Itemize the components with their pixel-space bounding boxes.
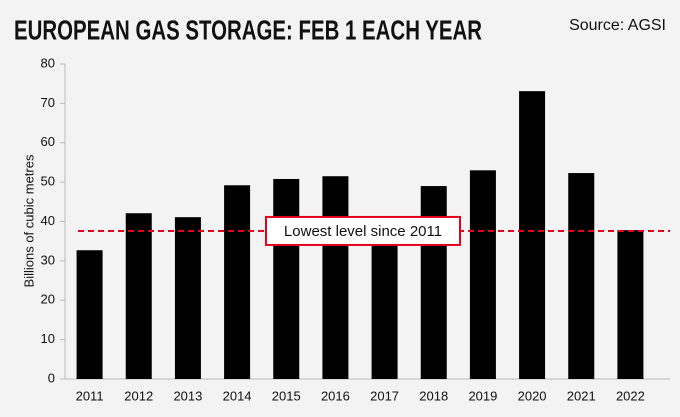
x-tick-label: 2013 (173, 388, 202, 403)
bar (273, 178, 300, 379)
bar (174, 217, 201, 379)
source: Source: AGSI (569, 17, 666, 34)
x-tick-label: 2019 (468, 388, 497, 403)
bar (420, 186, 447, 379)
x-tick-label: 2014 (223, 388, 252, 403)
y-tick-label: 40 (41, 213, 55, 228)
annotation-box (265, 215, 461, 246)
bar (617, 230, 644, 379)
y-tick-label: 70 (41, 95, 55, 110)
bar (519, 91, 546, 379)
x-tick-label: 2017 (370, 388, 399, 403)
x-tick-label: 2015 (272, 388, 301, 403)
x-tick-label: 2022 (616, 388, 645, 403)
y-tick-label: 60 (41, 134, 55, 149)
bar (224, 185, 251, 379)
x-tick-label: 2021 (567, 388, 596, 403)
annotation: Lowest level since 2011 (284, 223, 442, 240)
x-tick-label: 2016 (321, 388, 350, 403)
bar (125, 213, 152, 379)
y-tick-label: 20 (41, 292, 55, 307)
bar (469, 170, 496, 379)
y-tick-label: 30 (41, 252, 55, 267)
y-tick-label: 80 (41, 55, 55, 70)
y-tick-label: 10 (41, 331, 55, 346)
x-tick-label: 2018 (419, 388, 448, 403)
y-tick-label: 0 (48, 370, 55, 385)
x-tick-label: 2020 (518, 388, 547, 403)
bar (568, 173, 595, 379)
bar (371, 243, 398, 379)
chart-title: EUROPEAN GAS STORAGE: FEB 1 EACH YEAR (14, 14, 482, 45)
x-tick-label: 2011 (76, 388, 104, 403)
bar (76, 250, 103, 379)
y-tick-label: 50 (41, 174, 55, 189)
bar (322, 176, 349, 379)
y-axis-label: Billions of cubic metres (21, 154, 36, 287)
x-tick-label: 2012 (124, 388, 153, 403)
